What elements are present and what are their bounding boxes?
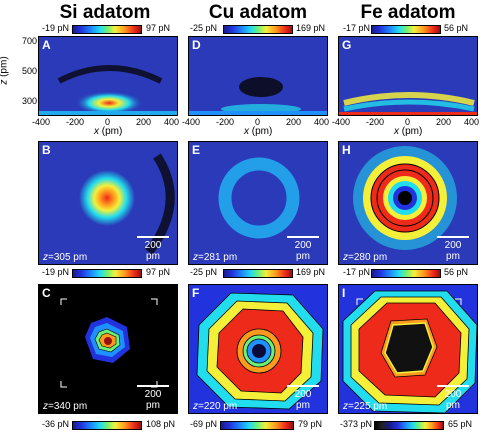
colorbar-fe-mid: -17 pN 56 pN (343, 267, 469, 278)
colorbar-cu-top: -25 pN 169 pN (190, 23, 326, 34)
x-ticks-si: -400 -200 0 200 400 (32, 117, 180, 127)
panel-i-fe-sim: I z=225 pm 200 pm (338, 284, 478, 414)
column-title-cu: Cu adatom (208, 2, 308, 23)
panel-label: I (342, 286, 346, 300)
colorbar-fe-bot: -373 pN 65 pN (340, 419, 473, 430)
z-tick: 300 (22, 96, 38, 106)
scale-bar: 200 pm (137, 385, 169, 411)
panel-f-cu-sim: F z=220 pm 200 pm (188, 284, 328, 414)
panel-h-fe-map: H z=280 pm 200 pm (338, 141, 478, 265)
panel-d-cu-side: D (188, 36, 328, 116)
scale-bar: 200 pm (437, 385, 469, 411)
x-ticks-cu: -400 -200 0 200 400 (182, 117, 330, 127)
z-height-label: z=220 pm (193, 401, 238, 412)
scale-bar: 200 pm (437, 236, 469, 262)
panel-label: B (42, 143, 51, 157)
colorbar-fe-top: -17 pN 56 pN (343, 23, 469, 34)
panel-label: D (192, 38, 201, 52)
colorbar-si-bot: -36 pN 108 pN (42, 419, 176, 430)
panel-label: G (342, 38, 352, 52)
panel-label: F (192, 286, 200, 300)
panel-label: A (42, 38, 51, 52)
scale-bar: 200 pm (287, 236, 319, 262)
x-ticks-fe: -400 -200 0 200 400 (332, 117, 480, 127)
z-tick: 700 (22, 36, 38, 46)
panel-c-si-sim: C z=340 pm 200 pm (38, 284, 178, 414)
panel-a-si-side: A (38, 36, 178, 116)
panel-b-si-map: B z=305 pm 200 pm (38, 141, 178, 265)
z-height-label: z=305 pm (43, 252, 88, 263)
panel-label: H (342, 143, 351, 157)
panel-e-cu-map: E z=281 pm 200 pm (188, 141, 328, 265)
colorbar-si-top: -19 pN 97 pN (42, 23, 171, 34)
z-tick: 500 (22, 66, 38, 76)
z-height-label: z=281 pm (193, 252, 238, 263)
scale-bar: 200 pm (287, 385, 319, 411)
column-title-si: Si adatom (59, 2, 151, 23)
scale-bar: 200 pm (137, 236, 169, 262)
z-height-label: z=280 pm (343, 252, 388, 263)
z-height-label: z=340 pm (43, 401, 88, 412)
colorbar-si-mid: -19 pN 97 pN (42, 267, 171, 278)
colorbar-cu-mid: -25 pN 169 pN (190, 267, 326, 278)
z-height-label: z=225 pm (343, 401, 388, 412)
column-title-fe: Fe adatom (360, 2, 456, 23)
x-axis-title-fe: x (pm) (394, 126, 423, 137)
panel-label: E (192, 143, 201, 157)
colorbar-cu-bot: -69 pN 79 pN (190, 419, 323, 430)
x-axis-title-si: x (pm) (94, 126, 123, 137)
x-axis-title-cu: x (pm) (244, 126, 273, 137)
panel-label: C (42, 286, 51, 300)
z-axis-title: z (pm) (0, 56, 10, 84)
panel-g-fe-side: G (338, 36, 478, 116)
